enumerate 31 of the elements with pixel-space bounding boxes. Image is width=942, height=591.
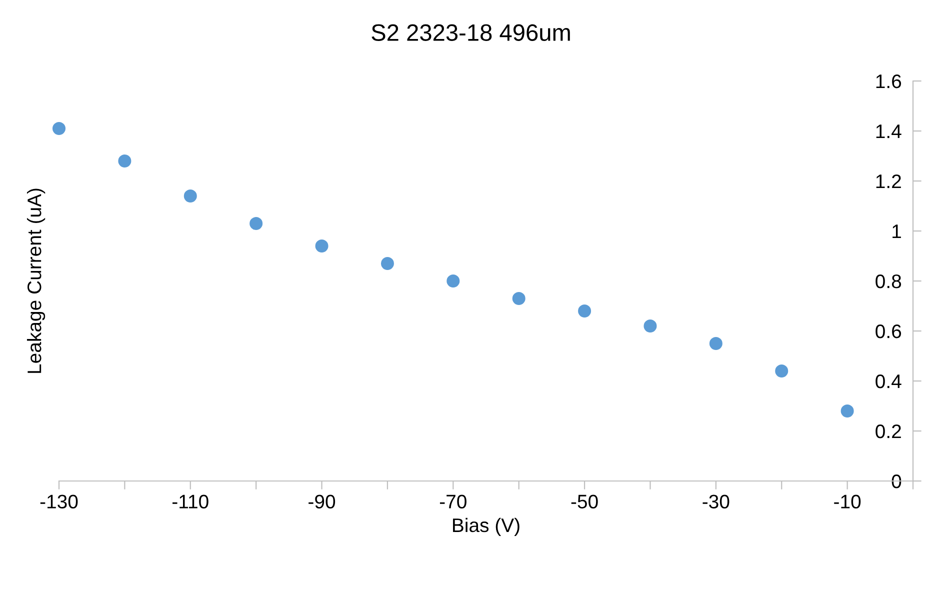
point [644,319,657,333]
point [250,216,263,230]
x-tick-label: -30 [702,494,730,508]
x-tick-label: -90 [308,494,336,508]
y-tick-label: 1.2 [876,174,901,188]
point [380,256,394,270]
x-tick-label: -110 [172,494,208,508]
point [446,274,460,288]
point [775,364,788,378]
y-tick-label: 0.6 [876,324,902,338]
chart-title: S2 2323-18 496um [372,24,570,41]
point [52,122,66,136]
point [512,292,526,306]
y-tick-label: 0.8 [876,274,902,288]
y-tick-label: 1.6 [876,74,902,88]
point [184,189,197,203]
point [578,304,592,318]
point [840,404,854,418]
y-axis-title: Leakage Current (uA) [26,188,46,373]
x-tick-label: -50 [571,494,598,508]
x-tick-label: -130 [40,494,78,508]
y-tick-label: 0.2 [876,424,901,438]
y-tick-label: 1 [892,224,901,238]
point [118,154,132,168]
y-tick-label: 0.4 [876,374,902,388]
point [709,336,722,350]
x-tick-label: -70 [440,494,466,508]
point [315,239,328,253]
x-tick-label: -10 [834,494,861,508]
y-tick-label: 1.4 [876,124,902,138]
x-axis-title: Bias (V) [453,518,520,536]
